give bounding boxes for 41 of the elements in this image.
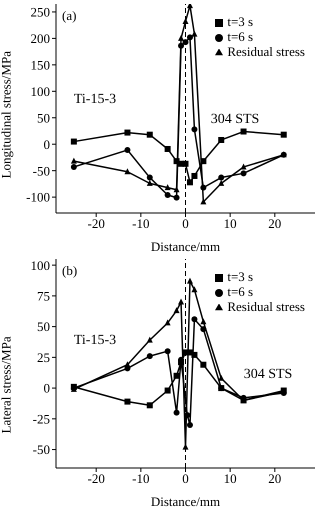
chart-title: (a)	[62, 8, 76, 24]
legend-label: Residual stress	[227, 299, 305, 314]
x-tick-label: 10	[224, 216, 237, 232]
x-tick-label: -10	[132, 216, 150, 232]
y-tick-label: 0	[44, 136, 50, 152]
x-tick-label: 0	[182, 216, 189, 232]
y-tick-label: 50	[37, 319, 50, 334]
y-tick-label: -25	[32, 411, 50, 426]
y-tick-label: -50	[32, 163, 50, 178]
annotation: Ti-15-3	[74, 92, 116, 108]
x-tick-label: -20	[88, 216, 105, 232]
x-tick-label: 0	[182, 471, 189, 486]
y-axis-title: Lateral stress/MPa	[0, 336, 14, 434]
legend-label: t=3 s	[227, 269, 254, 284]
annotation: Ti-15-3	[74, 333, 116, 349]
y-tick-label: 100	[30, 84, 50, 99]
x-axis-title: Distance/mm	[150, 494, 220, 509]
y-tick-label: -100	[26, 190, 50, 205]
legend-label: Residual stress	[227, 44, 305, 59]
y-tick-label: 200	[30, 31, 50, 46]
y-tick-label: 50	[37, 110, 50, 126]
x-tick-label: 10	[224, 471, 237, 486]
x-tick-label: 20	[268, 471, 282, 486]
annotation: 304 STS	[244, 367, 292, 383]
legend-label: t=6 s	[227, 29, 254, 44]
y-tick-label: -50	[32, 442, 50, 458]
chart-title: (b)	[62, 263, 78, 279]
y-tick-label: 150	[30, 57, 50, 72]
y-tick-label: 100	[30, 258, 50, 273]
x-tick-label: 20	[268, 216, 282, 232]
y-tick-label: 250	[30, 4, 50, 20]
y-axis-title: Longitudinal stress/MPa	[0, 50, 14, 178]
y-tick-label: 25	[37, 350, 50, 365]
legend-label: t=6 s	[227, 284, 254, 299]
y-tick-label: 0	[44, 380, 50, 396]
x-tick-label: -10	[132, 471, 150, 486]
x-axis-title: Distance/mm	[150, 239, 220, 254]
legend-label: t=3 s	[227, 14, 254, 29]
y-tick-label: 75	[37, 288, 50, 304]
annotation: 304 STS	[210, 112, 260, 128]
x-tick-label: -20	[88, 471, 105, 486]
